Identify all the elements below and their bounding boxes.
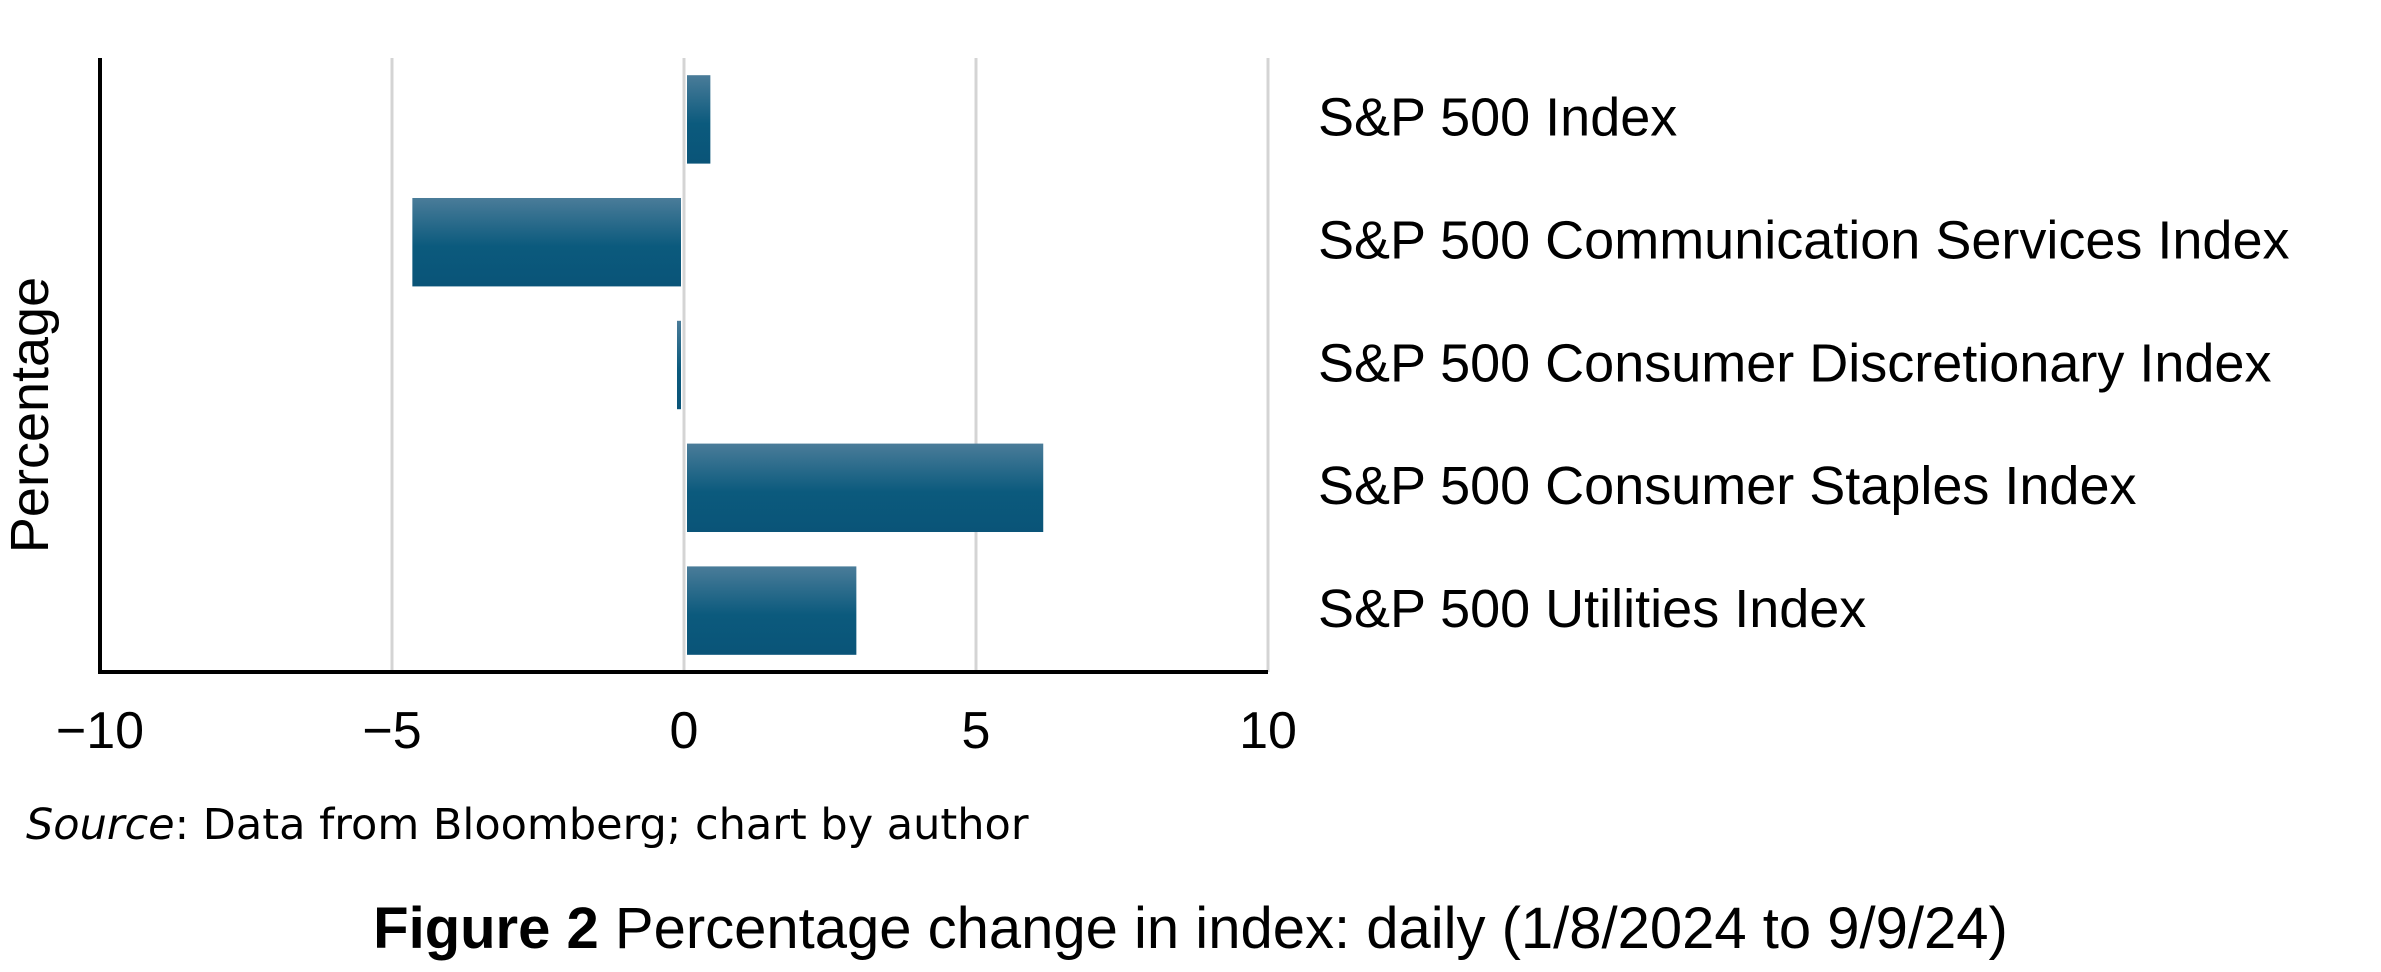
x-tick-label: 0 [670,702,699,760]
source-text: : Data from Bloomberg; chart by author [174,800,1029,850]
axes [98,58,1268,674]
category-label: S&P 500 Index [1318,88,1677,148]
x-tick-label: −5 [362,702,421,760]
caption-text: Percentage change in index: daily (1/8/2… [598,896,2008,961]
bar [687,443,1044,533]
x-tick-label: 5 [962,702,991,760]
category-label: S&P 500 Utilities Index [1318,579,1866,639]
category-label: S&P 500 Communication Services Index [1318,210,2290,270]
gridlines [390,58,1270,672]
bar-chart: −10 −5 0 5 10 S&P 500 Index S&P 500 Communica… [0,58,2290,760]
bar [412,197,681,287]
category-labels: S&P 500 Index S&P 500 Communication Servi… [1318,88,2290,639]
figure-number: Figure 2 [373,896,599,961]
y-axis-label: Percentage [0,277,60,553]
source-note: Source: Data from Bloomberg; chart by au… [26,800,1029,850]
bar [687,566,857,655]
source-label: Source [26,800,175,850]
figure-caption: Figure 2 Percentage change in index: dai… [0,895,2381,962]
x-tick-label: −10 [56,702,144,760]
bars [412,75,1044,655]
category-label: S&P 500 Consumer Discretionary Index [1318,333,2271,393]
bar [687,75,711,164]
category-label: S&P 500 Consumer Staples Index [1318,456,2137,516]
x-tick-label: 10 [1239,702,1297,760]
x-tick-labels: −10 −5 0 5 10 [56,702,1297,760]
bar [677,320,681,410]
